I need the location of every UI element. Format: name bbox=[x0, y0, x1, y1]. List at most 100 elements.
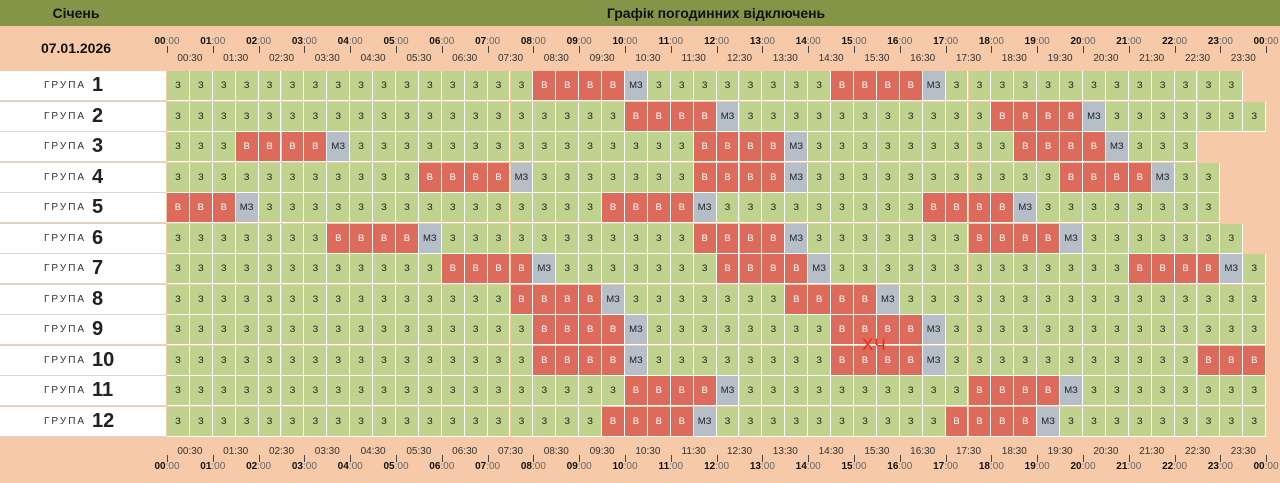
schedule-cell: З bbox=[922, 406, 946, 437]
schedule-cell: З bbox=[968, 345, 992, 376]
schedule-cell: З bbox=[556, 406, 580, 437]
group-number: 3 bbox=[92, 135, 104, 157]
schedule-cell: В bbox=[899, 71, 923, 101]
schedule-cell: МЗ bbox=[1083, 101, 1106, 132]
schedule-cell: З bbox=[1083, 284, 1106, 315]
schedule-cell: З bbox=[739, 345, 763, 376]
group-number: 11 bbox=[92, 379, 114, 401]
hour-label: 12:00 bbox=[704, 461, 730, 472]
schedule-cell: МЗ bbox=[625, 315, 648, 345]
hour-label: 13:00 bbox=[749, 36, 775, 47]
group-number: 5 bbox=[92, 196, 104, 218]
half-hour-label: 07:30 bbox=[497, 446, 524, 457]
schedule-cell: З bbox=[373, 345, 396, 376]
schedule-cell: З bbox=[396, 101, 419, 132]
schedule-cell: З bbox=[304, 71, 328, 101]
schedule-cell: МЗ bbox=[716, 101, 740, 132]
half-hour-label: 18:30 bbox=[1001, 53, 1027, 64]
half-hour-label: 15:30 bbox=[864, 446, 890, 457]
schedule-cell: З bbox=[533, 406, 557, 437]
schedule-cell: З bbox=[281, 315, 305, 345]
schedule-cell: В bbox=[922, 193, 946, 223]
schedule-cell: З bbox=[487, 101, 511, 132]
schedule-cell: З bbox=[1243, 284, 1267, 315]
hour-label: 06:00 bbox=[429, 461, 455, 472]
schedule-cell: В bbox=[762, 132, 786, 162]
schedule-cell: З bbox=[762, 101, 786, 132]
half-hour-label: 19:30 bbox=[1047, 446, 1073, 457]
hour-tick bbox=[533, 46, 535, 53]
schedule-cell: З bbox=[350, 193, 374, 223]
schedule-cell: З bbox=[602, 132, 625, 162]
schedule-cell: З bbox=[739, 315, 763, 345]
schedule-cell: З bbox=[1083, 193, 1106, 223]
schedule-cell: З bbox=[1128, 71, 1152, 101]
schedule-cell: З bbox=[808, 132, 832, 162]
schedule-cell: З bbox=[647, 315, 671, 345]
schedule-cell: МЗ bbox=[625, 345, 648, 376]
schedule-cell: З bbox=[1083, 345, 1106, 376]
schedule-cell: В bbox=[670, 193, 694, 223]
schedule-cell: В bbox=[670, 376, 694, 406]
schedule-cell: В bbox=[762, 223, 786, 254]
schedule-cell: З bbox=[327, 376, 351, 406]
schedule-cell: З bbox=[876, 101, 900, 132]
schedule-cell: З bbox=[441, 71, 465, 101]
schedule-cell: МЗ bbox=[418, 223, 442, 254]
schedule-cell: З bbox=[762, 71, 786, 101]
schedule-cell: З bbox=[625, 162, 648, 193]
schedule-cell: З bbox=[602, 254, 625, 284]
group-label: ГРУПА 7 bbox=[0, 254, 166, 284]
schedule-cell: З bbox=[235, 284, 259, 315]
schedule-cell: В bbox=[670, 406, 694, 437]
group-label: ГРУПА 3 bbox=[0, 132, 166, 162]
schedule-cell: З bbox=[212, 254, 236, 284]
schedule-cell: З bbox=[945, 376, 969, 406]
schedule-cell: З bbox=[441, 101, 465, 132]
schedule-cell: З bbox=[899, 254, 923, 284]
schedule-cell: В bbox=[899, 345, 923, 376]
schedule-cell: МЗ bbox=[785, 223, 809, 254]
hour-tick bbox=[670, 46, 672, 53]
schedule-cell: З bbox=[1151, 284, 1175, 315]
schedule-cell: З bbox=[579, 193, 603, 223]
schedule-cell: З bbox=[1174, 193, 1198, 223]
group-row: ГРУПА 4 З З З З З З З З З З З В В В В МЗ З З З З З З З В В В В МЗ З З З З… bbox=[0, 162, 1280, 193]
schedule-cell: З bbox=[350, 71, 374, 101]
schedule-cell: З bbox=[579, 132, 603, 162]
schedule-cell: З bbox=[1128, 101, 1152, 132]
schedule-cell: З bbox=[1128, 376, 1152, 406]
schedule-cell: В bbox=[831, 71, 854, 101]
hour-tick bbox=[350, 455, 352, 462]
schedule-cell: З bbox=[854, 254, 877, 284]
schedule-cell: З bbox=[693, 284, 717, 315]
hour-label: 15:00 bbox=[841, 36, 867, 47]
schedule-cell: З bbox=[808, 162, 832, 193]
schedule-cell: В bbox=[785, 254, 809, 284]
schedule-cell: З bbox=[808, 223, 832, 254]
hour-label: 07:00 bbox=[475, 461, 501, 472]
schedule-cell: З bbox=[739, 71, 763, 101]
schedule-cell: З bbox=[418, 132, 442, 162]
schedule-cell: З bbox=[258, 101, 282, 132]
schedule-cell: В bbox=[739, 254, 763, 284]
schedule-cell: З bbox=[693, 254, 717, 284]
schedule-cell: З bbox=[373, 376, 396, 406]
schedule-cell: З bbox=[350, 132, 374, 162]
schedule-cell: З bbox=[1128, 315, 1152, 345]
schedule-cell: З bbox=[350, 284, 374, 315]
hour-tick bbox=[1220, 46, 1222, 53]
schedule-cell: МЗ bbox=[785, 162, 809, 193]
half-hour-label: 11:30 bbox=[681, 446, 706, 457]
hour-label: 12:00 bbox=[704, 36, 730, 47]
schedule-cell: В bbox=[1037, 101, 1061, 132]
schedule-cell: З bbox=[647, 223, 671, 254]
schedule-cell: З bbox=[1060, 345, 1083, 376]
hour-tick bbox=[167, 46, 168, 53]
schedule-cell: З bbox=[510, 193, 534, 223]
schedule-cell: В bbox=[647, 101, 671, 132]
schedule-cell: В bbox=[1083, 132, 1106, 162]
schedule-cell: З bbox=[1151, 71, 1175, 101]
schedule-cell: З bbox=[945, 71, 969, 101]
schedule-cell: З bbox=[670, 254, 694, 284]
